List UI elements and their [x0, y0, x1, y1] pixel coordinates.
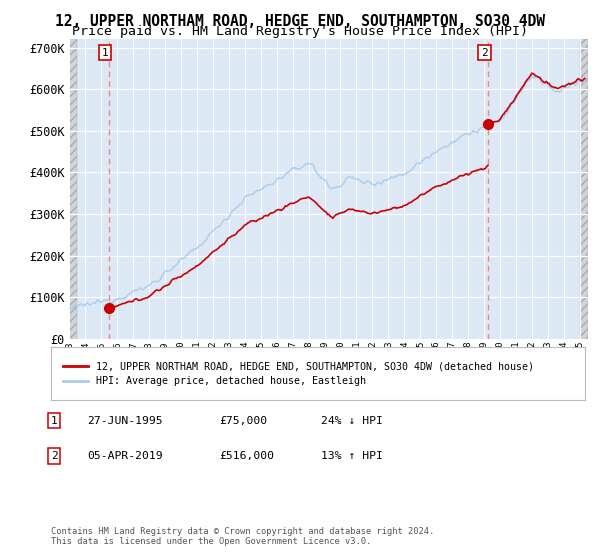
Text: 13% ↑ HPI: 13% ↑ HPI: [321, 451, 383, 461]
Bar: [69, 39, 77, 339]
Text: £75,000: £75,000: [219, 416, 267, 426]
Text: 12, UPPER NORTHAM ROAD, HEDGE END, SOUTHAMPTON, SO30 4DW: 12, UPPER NORTHAM ROAD, HEDGE END, SOUTH…: [55, 14, 545, 29]
Text: 27-JUN-1995: 27-JUN-1995: [87, 416, 163, 426]
Text: 24% ↓ HPI: 24% ↓ HPI: [321, 416, 383, 426]
Text: Price paid vs. HM Land Registry's House Price Index (HPI): Price paid vs. HM Land Registry's House …: [72, 25, 528, 38]
Legend: 12, UPPER NORTHAM ROAD, HEDGE END, SOUTHAMPTON, SO30 4DW (detached house), HPI: : 12, UPPER NORTHAM ROAD, HEDGE END, SOUTH…: [59, 357, 538, 390]
Text: £516,000: £516,000: [219, 451, 274, 461]
Text: 2: 2: [481, 48, 488, 58]
Text: 1: 1: [101, 48, 108, 58]
Text: 1: 1: [50, 416, 58, 426]
Text: 2: 2: [50, 451, 58, 461]
Text: Contains HM Land Registry data © Crown copyright and database right 2024.
This d: Contains HM Land Registry data © Crown c…: [51, 526, 434, 546]
Bar: [580, 39, 588, 339]
Text: 05-APR-2019: 05-APR-2019: [87, 451, 163, 461]
